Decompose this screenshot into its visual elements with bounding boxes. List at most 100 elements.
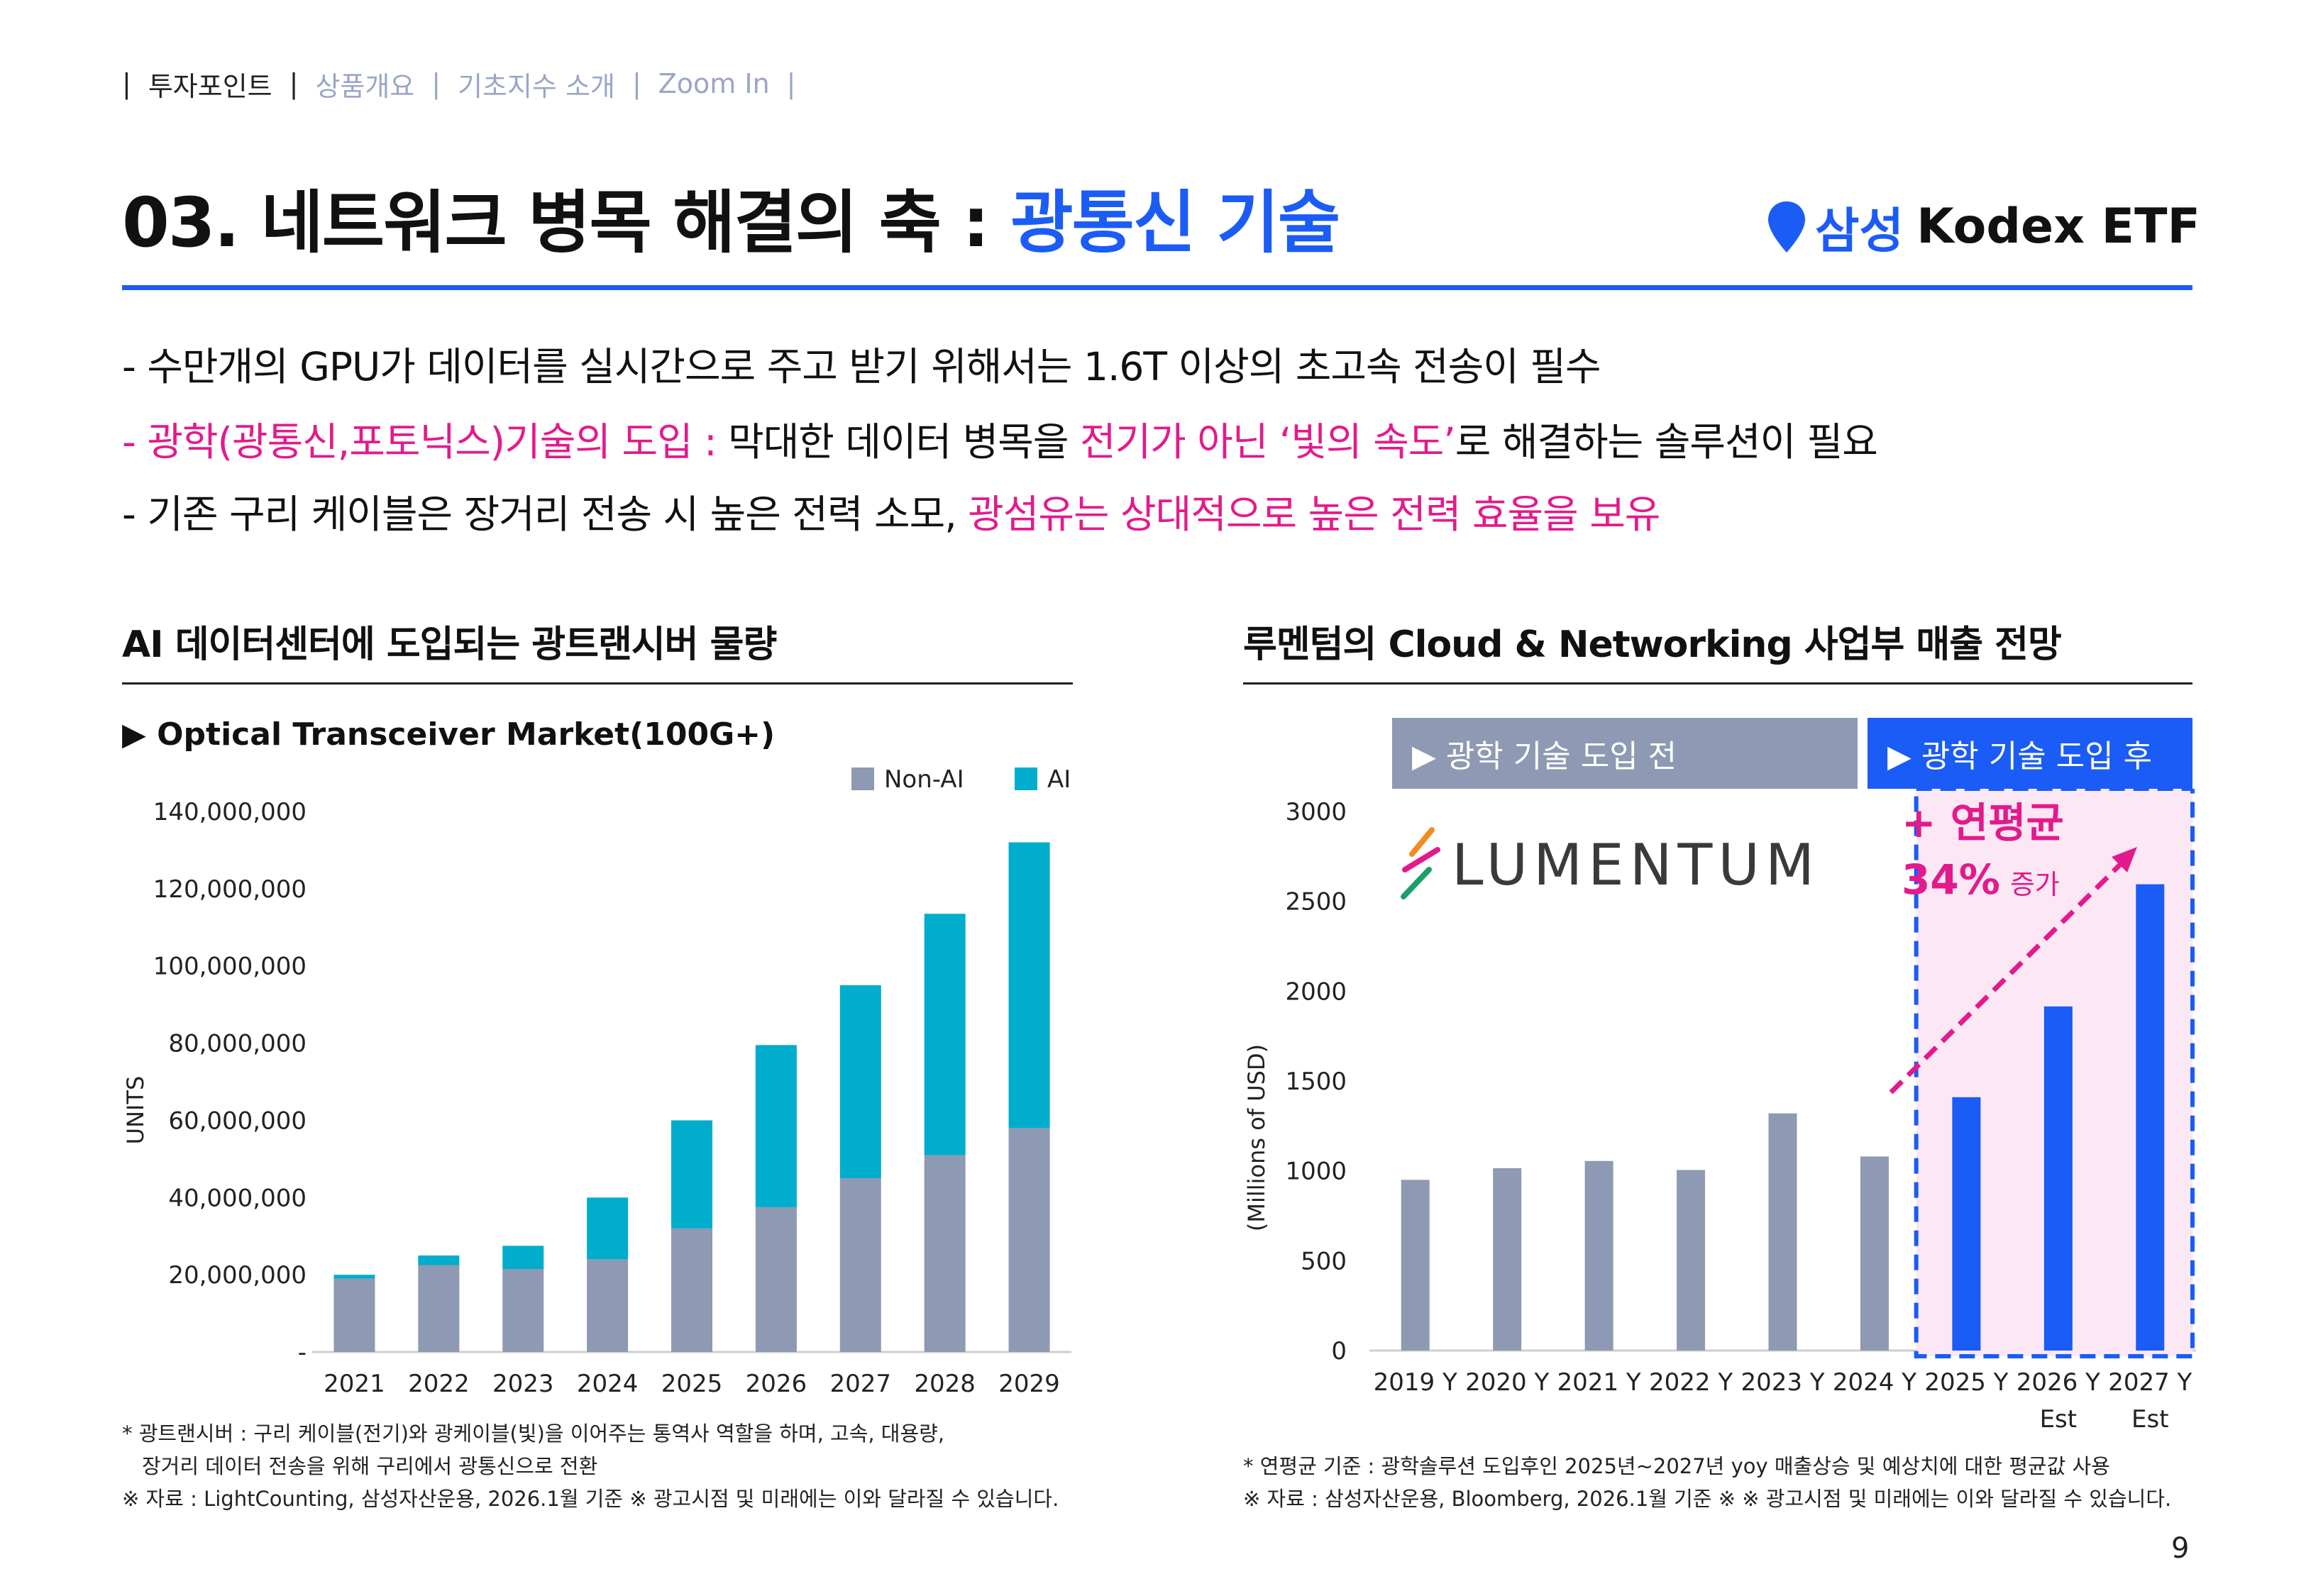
bar-revenue [1677, 1170, 1706, 1351]
brand-logo: 삼성 Kodex ETF [1767, 192, 2200, 262]
x-tick-label: 2025 [661, 1370, 723, 1398]
nav-separator: | [631, 68, 641, 99]
y-axis-label: (Millions of USD) [1243, 1044, 1270, 1231]
bar-non-ai [755, 1207, 797, 1352]
y-tick-label: - [298, 1339, 307, 1367]
y-tick-label: 80,000,000 [168, 1030, 307, 1058]
page-title-prefix: 03. 네트워크 병목 해결의 축 : [122, 183, 1011, 262]
x-tick-label: 2023 [492, 1370, 554, 1398]
bar-non-ai [1008, 1128, 1050, 1352]
x-tick-sublabel: Est [2131, 1405, 2169, 1434]
left-source: ※ 자료 : LightCounting, 삼성자산운용, 2026.1월 기준… [122, 1487, 1059, 1511]
location-pin-icon [1768, 201, 1805, 253]
bullet-2: - 광학(광통신,포토닉스)기술의 도입 : 막대한 데이터 병목을 전기가 아… [122, 410, 1878, 467]
x-tick-label: 2027 Y [2108, 1368, 2192, 1397]
growth-arrow-head-icon [2112, 847, 2137, 872]
bullet-3-emphasis: 광섬유는 상대적으로 높은 전력 효율을 보유 [968, 492, 1660, 537]
bar-ai [333, 1275, 375, 1279]
left-section-divider [122, 682, 1073, 685]
left-chart-subtitle: ▶ Optical Transceiver Market(100G+) [122, 716, 776, 753]
bar-ai [755, 1045, 797, 1207]
cagr-label: + 연평균 [1902, 799, 2064, 847]
page-title: 03. 네트워크 병목 해결의 축 : 광통신 기술 [122, 167, 1340, 266]
left-footnote-2: 장거리 데이터 전송을 위해 구리에서 광통신으로 전환 [142, 1454, 598, 1478]
legend-label-non-ai: Non-AI [884, 765, 964, 794]
y-tick-label: 120,000,000 [153, 875, 307, 904]
y-tick-label: 60,000,000 [168, 1107, 307, 1135]
right-footnote-1: * 연평균 기준 : 광학솔루션 도입후인 2025년~2027년 yoy 매출… [1243, 1454, 2110, 1478]
right-section-title: 루멘텀의 Cloud & Networking 사업부 매출 전망 [1243, 624, 2062, 666]
bar-non-ai [587, 1259, 629, 1352]
cagr-suffix: 증가 [2009, 869, 2060, 900]
bar-ai [418, 1255, 460, 1265]
x-tick-label: 2023 Y [1740, 1368, 1824, 1397]
y-tick-label: 40,000,000 [168, 1184, 307, 1212]
y-tick-label: 20,000,000 [168, 1261, 307, 1290]
bullet-2-emphasis: 전기가 아닌 ‘빛의 속도’ [1079, 419, 1456, 465]
bar-ai [924, 914, 966, 1156]
y-tick-label: 2500 [1285, 888, 1347, 916]
bar-non-ai [502, 1268, 544, 1352]
x-tick-label: 2025 Y [1924, 1368, 2008, 1397]
lumentum-logo-text: LUMENTUM [1452, 831, 1820, 898]
x-tick-sublabel: Est [2040, 1405, 2078, 1434]
left-footnote-1: * 광트랜시버 : 구리 케이블(전기)와 광케이블(빛)을 이어주는 통역사 … [122, 1422, 945, 1446]
nav-item-product-overview[interactable]: 상품개요 [315, 70, 415, 102]
bullet-2-lead: - 광학(광통신,포토닉스)기술의 도입 : [122, 419, 717, 465]
bar-non-ai [839, 1178, 881, 1352]
y-tick-label: 1500 [1285, 1068, 1347, 1096]
x-tick-label: 2019 Y [1374, 1368, 1457, 1397]
right-section-divider [1243, 682, 2192, 685]
optical-transceiver-chart: - 20,000,000 40,000,000 60,000,000 80,000,00… [122, 765, 1071, 1398]
x-tick-label: 2029 [998, 1370, 1060, 1398]
bar-revenue [2043, 1006, 2073, 1351]
tag-after-optical: ▶ 광학 기술 도입 후 [1868, 718, 2192, 789]
y-tick-label: 100,000,000 [153, 953, 307, 981]
bar-ai [839, 985, 881, 1179]
x-tick-label: 2026 [746, 1370, 807, 1398]
bullet-1: - 수만개의 GPU가 데이터를 실시간으로 주고 받기 위해서는 1.6T 이… [122, 344, 1601, 389]
bar-revenue [1401, 1180, 1430, 1351]
bar-non-ai [671, 1228, 712, 1352]
growth-trend-arrow [1889, 858, 2127, 1095]
y-tick-label: 140,000,000 [153, 798, 307, 826]
bar-revenue [1768, 1113, 1797, 1351]
nav-separator: | [122, 68, 131, 99]
bar-revenue [1860, 1156, 1889, 1351]
x-tick-label: 2024 [577, 1370, 639, 1398]
y-tick-label: 1000 [1285, 1158, 1347, 1186]
x-tick-label: 2024 Y [1833, 1368, 1916, 1397]
bar-revenue [1952, 1097, 1981, 1351]
nav-separator: | [289, 68, 299, 99]
bar-revenue [1584, 1160, 1613, 1351]
legend-swatch-ai [1015, 767, 1037, 790]
y-tick-label: 500 [1301, 1247, 1347, 1275]
bullet-3-text: - 기존 구리 케이블은 장거리 전송 시 높은 전력 소모, [122, 492, 969, 537]
right-source: ※ 자료 : 삼성자산운용, Bloomberg, 2026.1월 기준 ※ ※… [1243, 1487, 2172, 1511]
nav-separator: | [431, 68, 441, 99]
nav-item-investment-points[interactable]: 투자포인트 [148, 70, 272, 102]
page-number: 9 [2171, 1532, 2190, 1565]
page-title-highlight: 광통신 기술 [1010, 183, 1340, 262]
nav-item-index-intro[interactable]: 기초지수 소개 [458, 70, 615, 102]
x-tick-label: 2021 Y [1557, 1368, 1641, 1397]
lumentum-revenue-chart: 0 500 1000 1500 2000 2500 3000 2019 Y 2020 Y 2021… [1243, 789, 2196, 1434]
x-tick-label: 2028 [914, 1370, 976, 1398]
bar-revenue [1493, 1168, 1522, 1351]
nav-item-zoom-in[interactable]: Zoom In [658, 68, 770, 99]
bar-ai [1008, 842, 1050, 1129]
x-tick-label: 2022 [408, 1370, 470, 1398]
cagr-callout: + 연평균 34% 증가 [1902, 794, 2064, 913]
bar-revenue [2136, 884, 2165, 1351]
top-nav: | 투자포인트 | 상품개요 | 기초지수 소개 | Zoom In | [122, 62, 812, 105]
bar-non-ai [418, 1265, 460, 1352]
y-tick-label: 2000 [1285, 977, 1347, 1006]
y-tick-label: 3000 [1285, 798, 1347, 826]
bar-non-ai [924, 1155, 966, 1352]
x-tick-label: 2027 [830, 1370, 892, 1398]
x-tick-label: 2022 Y [1649, 1368, 1733, 1397]
x-tick-label: 2021 [324, 1370, 385, 1398]
legend-label-ai: AI [1047, 765, 1071, 794]
y-tick-label: 0 [1331, 1337, 1347, 1365]
cagr-value: 34% [1902, 855, 2000, 904]
